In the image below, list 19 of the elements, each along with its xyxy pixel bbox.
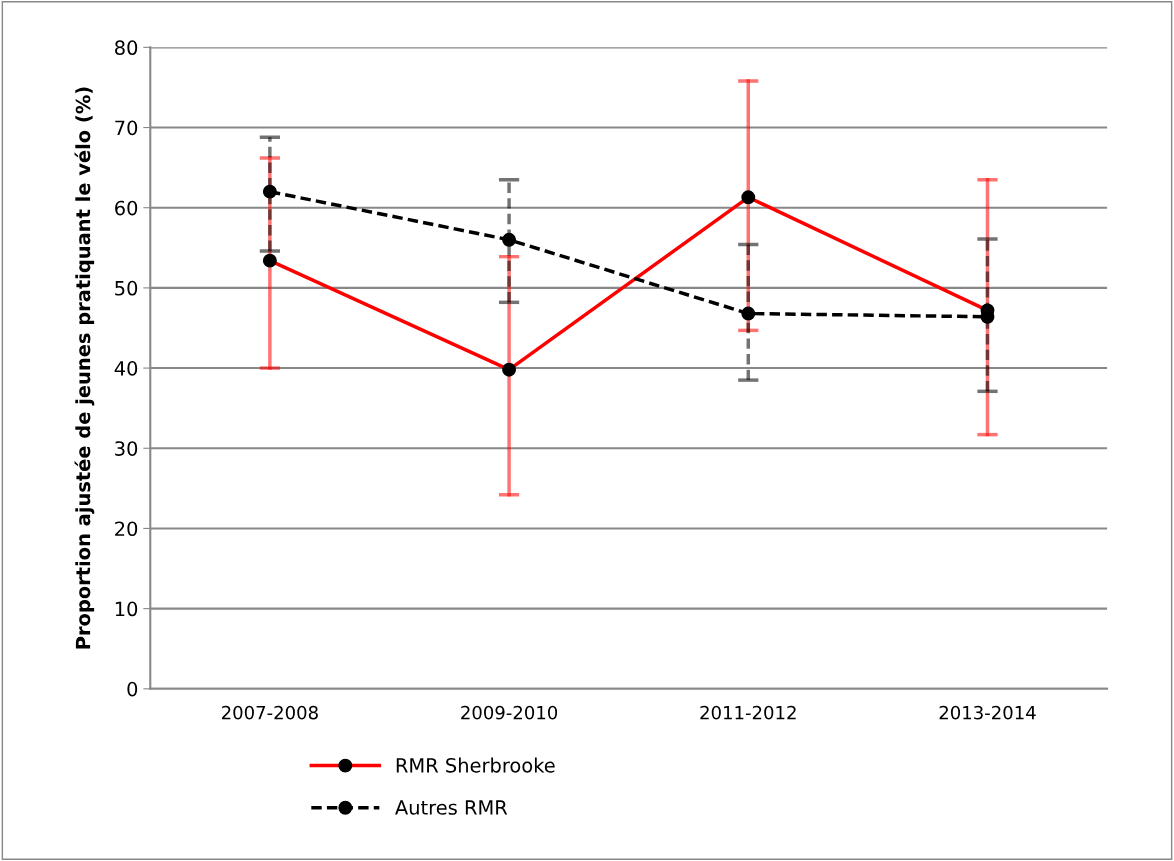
y-tick-label: 20	[115, 521, 138, 537]
point	[741, 306, 756, 321]
y-tick-label: 10	[115, 601, 138, 617]
x-tick-label: 2013-2014	[939, 705, 1036, 720]
y-tick-label: 40	[114, 361, 138, 376]
legend-label: RMR Sherbrooke	[396, 757, 555, 773]
y-tick-label: 60	[115, 200, 138, 216]
x-tick-label: 2007-2008	[221, 705, 318, 720]
legend-label: Autres RMR	[395, 800, 508, 815]
y-tick-label: 70	[115, 120, 138, 136]
point	[262, 184, 277, 199]
x-tick-label: 2011-2012	[700, 705, 796, 720]
x-tick-label: 2009-2010	[461, 705, 558, 720]
y-tick-label: 80	[115, 40, 138, 56]
y-tick-label: 30	[115, 441, 138, 456]
y-tick-label: 50	[115, 280, 138, 296]
y-tick-label: 0	[127, 681, 138, 697]
y-axis-title: Proportion ajustée de jeunes pratiquant le vélo (%)	[74, 87, 95, 649]
point	[502, 232, 517, 247]
